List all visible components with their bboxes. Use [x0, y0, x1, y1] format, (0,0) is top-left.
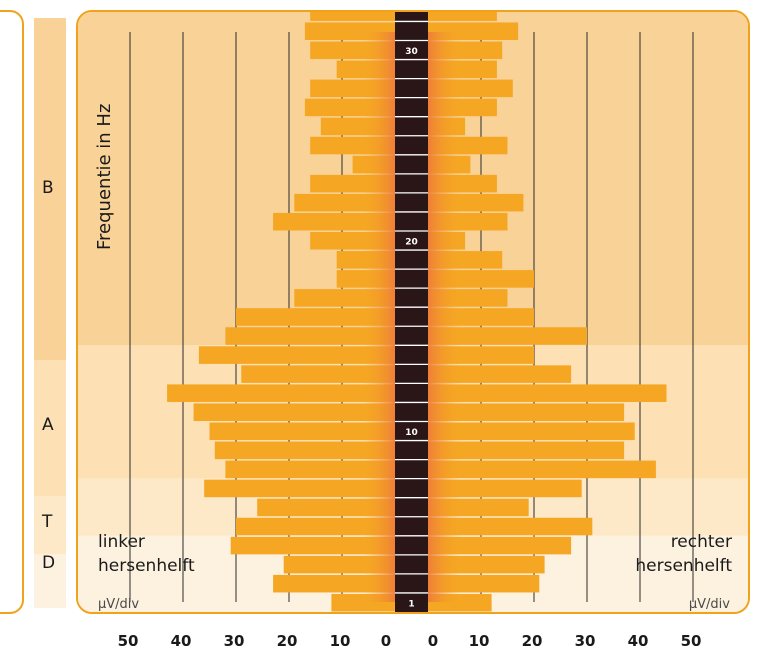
- left-label-line-2: hersenhelft: [98, 556, 195, 576]
- band-d-strip: [34, 554, 66, 608]
- x-tick-left-50: 50: [118, 632, 139, 650]
- band-label-t: T: [42, 512, 53, 532]
- x-tick-right-40: 40: [628, 632, 649, 650]
- bar-right-10: [428, 422, 635, 441]
- bar-right-8: [428, 460, 656, 479]
- band-column: [34, 18, 66, 608]
- x-tick-right-50: 50: [681, 632, 702, 650]
- frequency-label-1: 1: [408, 599, 414, 609]
- bar-right-4: [428, 536, 572, 555]
- left-label-line-1: linker: [98, 532, 145, 552]
- left-hemisphere-label: linker hersenhelft: [98, 530, 195, 578]
- center-glow-right: [428, 32, 460, 602]
- x-tick-left-10: 10: [330, 632, 351, 650]
- bar-left-8: [225, 460, 395, 479]
- center-glow-left: [363, 32, 395, 602]
- x-tick-right-30: 30: [575, 632, 596, 650]
- bar-left-4: [230, 536, 395, 555]
- band-label-d: D: [42, 553, 56, 573]
- frequency-label-30: 30: [405, 47, 418, 57]
- frequency-column: [395, 12, 428, 612]
- band-label-b: B: [42, 178, 54, 198]
- x-tick-left-20: 20: [277, 632, 298, 650]
- x-tick-right-0: 0: [428, 632, 438, 650]
- frequency-label-20: 20: [405, 238, 418, 248]
- bar-right-32: [428, 12, 497, 21]
- bar-right-9: [428, 441, 625, 460]
- left-unit-label: µV/div: [98, 597, 140, 612]
- x-tick-left-0: 0: [381, 632, 391, 650]
- x-tick-left-40: 40: [171, 632, 192, 650]
- bar-left-5: [236, 517, 395, 536]
- bar-left-12: [167, 384, 395, 402]
- bar-right-7: [428, 479, 582, 498]
- bar-left-7: [204, 479, 395, 498]
- x-tick-right-20: 20: [522, 632, 543, 650]
- band-t-strip: [34, 496, 66, 554]
- bar-left-11: [193, 403, 395, 421]
- bar-left-10: [209, 422, 395, 441]
- bar-left-6: [257, 498, 395, 517]
- x-tick-right-10: 10: [469, 632, 490, 650]
- bar-right-13: [428, 365, 572, 383]
- bar-left-13: [241, 365, 395, 383]
- y-axis-title: Frequentie in Hz: [94, 103, 115, 250]
- band-label-a: A: [42, 415, 54, 435]
- bar-right-5: [428, 517, 593, 536]
- frequency-label-10: 10: [405, 428, 418, 438]
- bar-left-9: [214, 441, 395, 460]
- bar-left-15: [225, 327, 395, 345]
- right-unit-label: µV/div: [688, 597, 730, 612]
- x-tick-left-30: 30: [224, 632, 245, 650]
- right-label-line-1: rechter: [670, 532, 732, 552]
- bar-right-11: [428, 403, 625, 421]
- bar-right-15: [428, 327, 587, 345]
- bar-left-14: [198, 346, 395, 364]
- band-b-strip: [34, 18, 66, 360]
- chart-panel: 1 10 20 30 Frequentie in Hz linker hersenhe…: [76, 10, 750, 614]
- bar-right-12: [428, 384, 667, 402]
- band-a-strip: [34, 360, 66, 496]
- right-hemisphere-label: rechter hersenhelft: [635, 530, 732, 578]
- previous-panel-edge: [0, 10, 24, 614]
- bar-left-32: [310, 12, 395, 21]
- right-label-line-2: hersenhelft: [635, 556, 732, 576]
- bar-left-16: [236, 308, 395, 326]
- eeg-frequency-chart: 1 10 20 30: [78, 12, 748, 612]
